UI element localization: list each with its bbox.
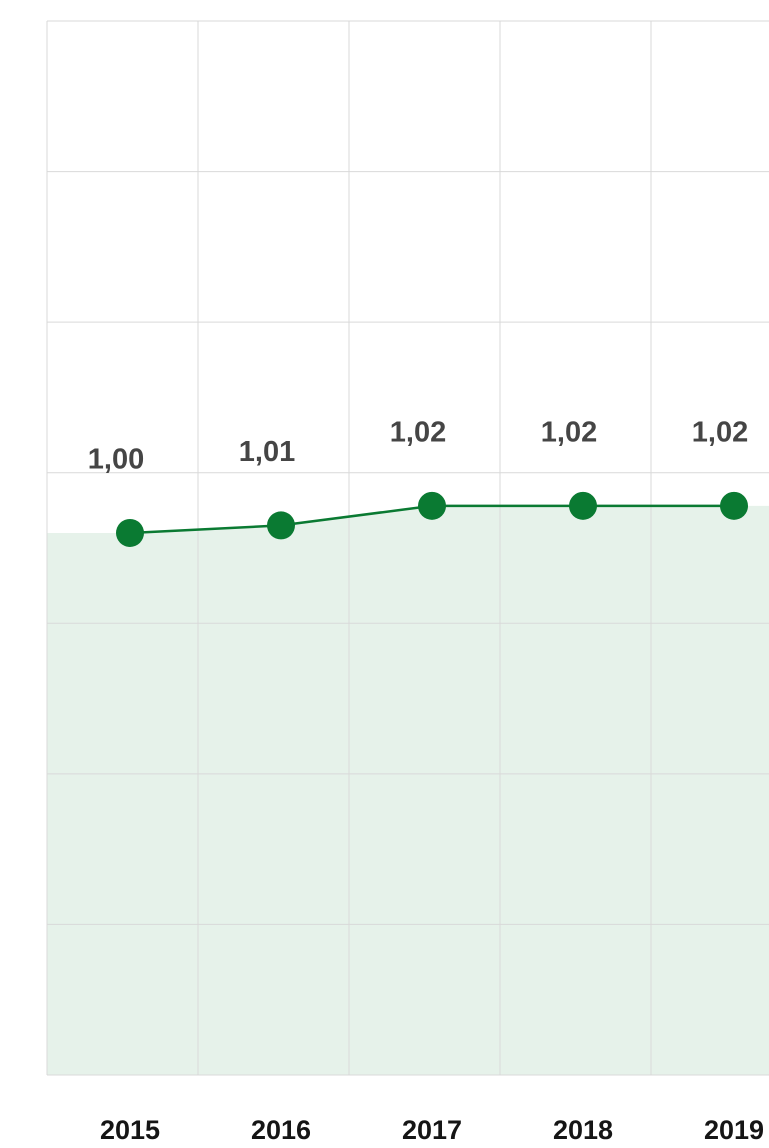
- data-label: 1,00: [88, 444, 144, 476]
- point: [569, 491, 597, 520]
- point: [418, 491, 446, 520]
- x-tick-label: 2018: [553, 1115, 613, 1145]
- x-tick-label: 2016: [251, 1115, 311, 1145]
- data-label: 1,02: [541, 416, 597, 448]
- data-label: 1,02: [390, 416, 446, 448]
- point: [267, 511, 295, 540]
- x-tick-label: 2019: [704, 1115, 764, 1145]
- point: [720, 491, 748, 520]
- x-tick-label: 2017: [402, 1115, 462, 1145]
- area: [47, 505, 769, 1076]
- x-tick-label: 2015: [100, 1115, 160, 1145]
- data-label: 1,01: [239, 436, 295, 468]
- point: [116, 518, 144, 547]
- data-label: 1,02: [692, 416, 748, 448]
